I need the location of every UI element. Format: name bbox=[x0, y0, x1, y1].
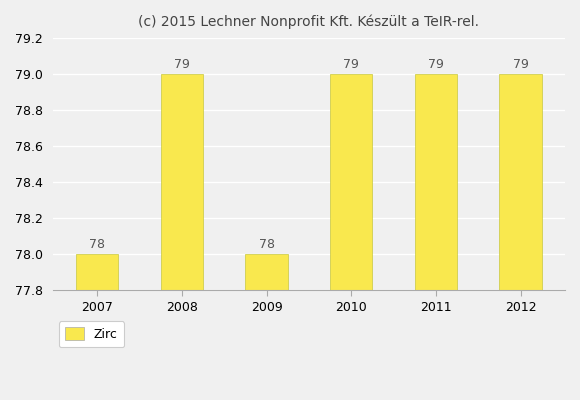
Bar bbox=[415, 74, 457, 290]
Legend: Zirc: Zirc bbox=[59, 321, 124, 347]
Bar bbox=[330, 74, 372, 290]
Text: 78: 78 bbox=[89, 238, 105, 252]
Text: 79: 79 bbox=[513, 58, 528, 71]
Bar bbox=[499, 74, 542, 290]
Bar bbox=[76, 254, 118, 290]
Text: 79: 79 bbox=[343, 58, 359, 71]
Text: 78: 78 bbox=[259, 238, 274, 252]
Text: 79: 79 bbox=[428, 58, 444, 71]
Text: 79: 79 bbox=[174, 58, 190, 71]
Bar bbox=[161, 74, 203, 290]
Bar bbox=[245, 254, 288, 290]
Title: (c) 2015 Lechner Nonprofit Kft. Készült a TeIR-rel.: (c) 2015 Lechner Nonprofit Kft. Készült … bbox=[139, 15, 479, 30]
